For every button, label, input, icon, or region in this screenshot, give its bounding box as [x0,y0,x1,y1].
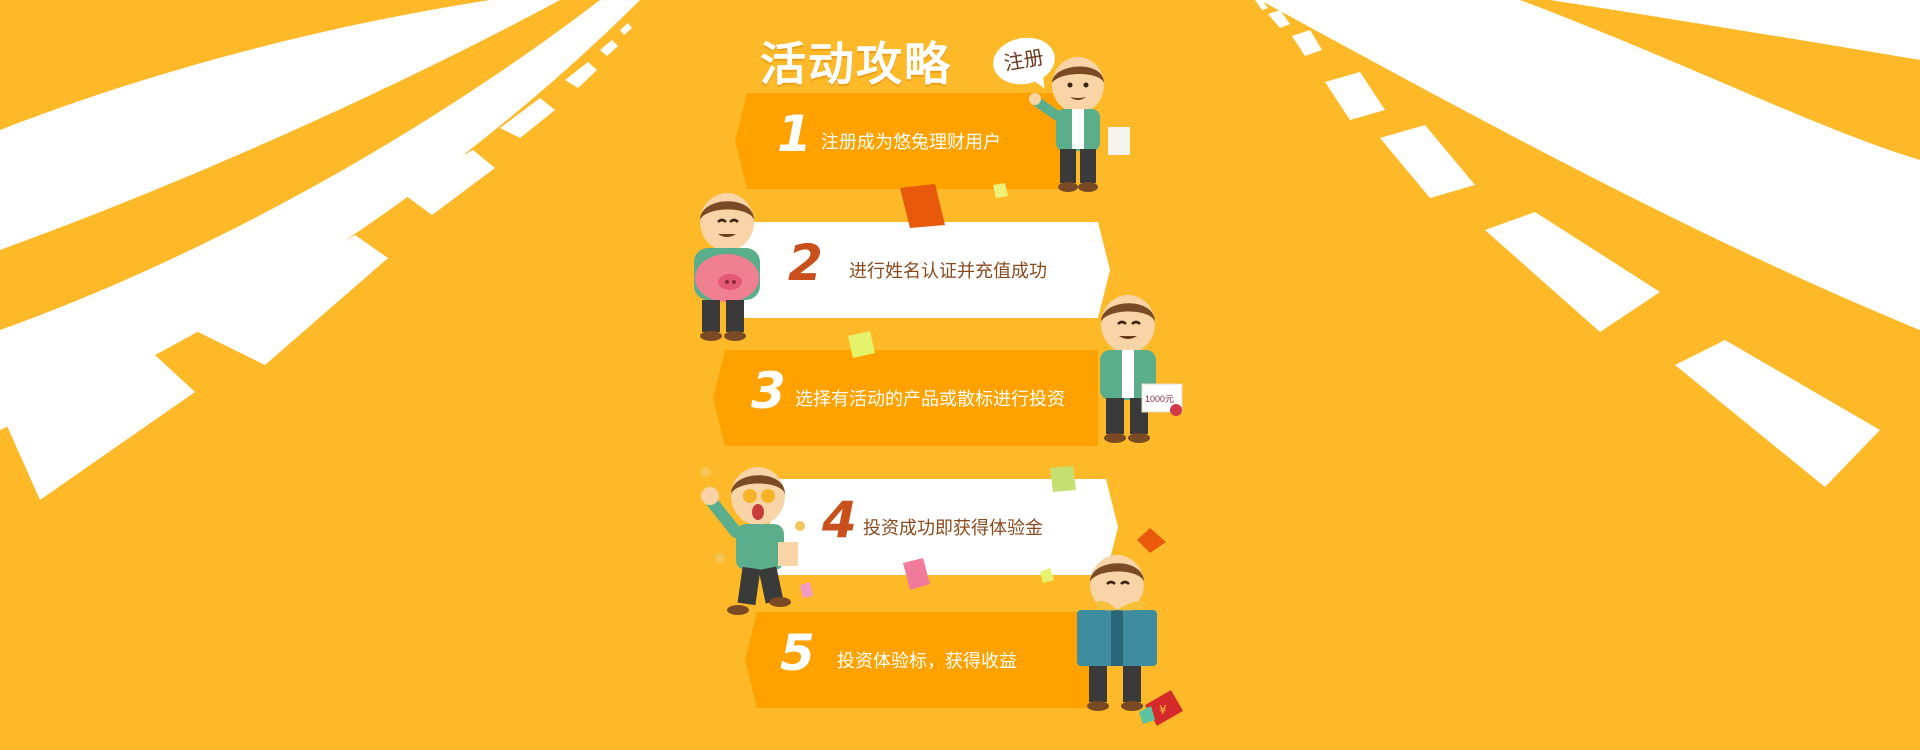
step-1-number: 1 [777,105,812,163]
certificate-amount: 1000元 [1145,394,1174,404]
step-2-number: 2 [788,234,823,292]
step-5-banner [745,612,1095,708]
cartoon-man-certificate-icon: 1000元 [1100,295,1183,443]
step-3-text: 选择有活动的产品或散标进行投资 [795,389,1065,409]
step-2-banner [738,222,1110,318]
step-4: 4 投资成功即获得体验金 [770,479,1118,575]
step-2-text: 进行姓名认证并充值成功 [849,261,1047,281]
right-road-surface [1260,0,1920,330]
step-1-text: 注册成为悠兔理财用户 [821,132,1001,152]
step-4-number: 4 [822,491,857,549]
right-top-stripe [1550,0,1920,60]
page-title: 活动攻略 [760,38,952,90]
step-1: 1 注册成为悠兔理财用户 [735,93,1075,189]
cartoon-man-waving-icon [1029,57,1130,192]
step-3: 3 选择有活动的产品或散标进行投资 [713,350,1098,446]
left-lane-dashes [0,23,632,500]
step-3-banner [713,350,1098,446]
step-1-banner [735,93,1075,189]
red-envelope-symbol: ¥ [1159,703,1167,717]
cartoon-man-piggy-bank-icon [694,193,760,341]
left-road-surface [0,0,640,430]
right-lane-dashes [1255,0,1880,487]
step-5-text: 投资体验标，获得收益 [837,651,1017,671]
left-road-divider [0,0,600,330]
step-5-number: 5 [780,624,815,682]
step-4-text: 投资成功即获得体验金 [863,518,1043,538]
step-2: 2 进行姓名认证并充值成功 [738,222,1110,318]
cartoon-man-coins-icon [701,467,805,615]
cartoon-man-gift-icon: ¥ [1077,555,1183,726]
step-5: 5 投资体验标，获得收益 [745,612,1095,708]
step-3-number: 3 [751,362,786,420]
step-4-banner [770,479,1118,575]
